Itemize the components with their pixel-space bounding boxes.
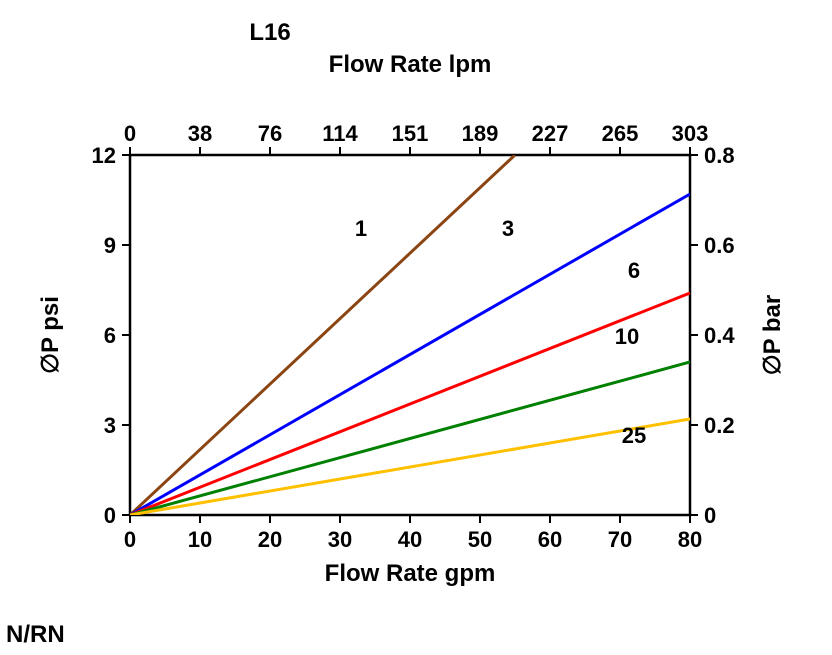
chart-title: L16 [249, 19, 290, 46]
xtick-bottom-label: 50 [468, 527, 492, 552]
xtick-bottom-label: 40 [398, 527, 422, 552]
ytick-right-label: 0.6 [704, 233, 735, 258]
xtick-top-label: 76 [258, 121, 282, 146]
ytick-right-label: 0.4 [704, 323, 735, 348]
ytick-right-label: 0.8 [704, 143, 735, 168]
xtick-top-label: 303 [672, 121, 709, 146]
series-label: 25 [622, 423, 646, 448]
xtick-bottom-label: 60 [538, 527, 562, 552]
ytick-right-label: 0 [704, 503, 716, 528]
plot-area [130, 155, 690, 515]
series-label: 3 [502, 216, 514, 241]
right-axis-title: ∅P bar [759, 295, 786, 376]
xtick-bottom-label: 80 [678, 527, 702, 552]
chart-container: 0102030405060708003876114151189227265303… [0, 0, 832, 650]
xtick-top-label: 0 [124, 121, 136, 146]
series-label: 10 [615, 324, 639, 349]
xtick-bottom-label: 70 [608, 527, 632, 552]
bottom-axis-title: Flow Rate gpm [325, 560, 496, 587]
xtick-top-label: 227 [532, 121, 569, 146]
footer-text: N/RN [6, 621, 65, 648]
xtick-top-label: 38 [188, 121, 212, 146]
xtick-bottom-label: 30 [328, 527, 352, 552]
ytick-left-label: 3 [104, 413, 116, 438]
chart-svg: 0102030405060708003876114151189227265303… [0, 0, 832, 650]
xtick-bottom-label: 10 [188, 527, 212, 552]
ytick-left-label: 6 [104, 323, 116, 348]
series-label: 6 [628, 258, 640, 283]
xtick-top-label: 151 [392, 121, 429, 146]
top-axis-title: Flow Rate lpm [329, 51, 492, 78]
xtick-top-label: 265 [602, 121, 639, 146]
ytick-right-label: 0.2 [704, 413, 735, 438]
ytick-left-label: 12 [92, 143, 116, 168]
xtick-bottom-label: 0 [124, 527, 136, 552]
xtick-top-label: 114 [322, 121, 358, 146]
ytick-left-label: 0 [104, 503, 116, 528]
xtick-bottom-label: 20 [258, 527, 282, 552]
ytick-left-label: 9 [104, 233, 116, 258]
xtick-top-label: 189 [462, 121, 499, 146]
left-axis-title: ∅P psi [37, 296, 64, 374]
series-label: 1 [355, 216, 367, 241]
